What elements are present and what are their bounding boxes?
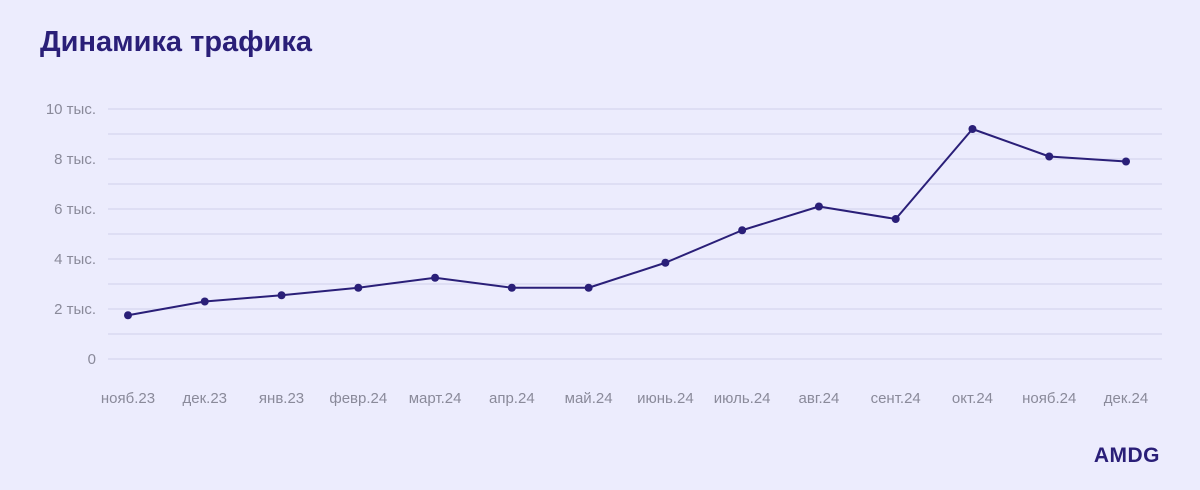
x-tick-label: сент.24 (871, 390, 921, 407)
data-point[interactable] (738, 226, 747, 235)
series-layer (124, 125, 1130, 320)
data-point[interactable] (661, 258, 670, 267)
x-tick-label: июнь.24 (637, 390, 694, 407)
data-point[interactable] (354, 283, 363, 292)
x-tick-label: нояб.24 (1022, 390, 1076, 407)
y-tick-label: 10 тыс. (46, 101, 96, 118)
data-point[interactable] (124, 311, 132, 320)
series-line (127, 128, 1127, 317)
data-point[interactable] (814, 202, 823, 211)
data-point[interactable] (507, 283, 516, 292)
y-axis: 0 2 тыс. 4 тыс. 6 тыс. 8 тыс. 10 тыс. (46, 101, 96, 368)
x-tick-label: июль.24 (714, 390, 771, 407)
x-tick-label: дек.23 (183, 390, 228, 407)
amdg-logo: AMDG (1093, 444, 1160, 467)
y-tick-label: 6 тыс. (54, 201, 96, 218)
data-point[interactable] (1122, 157, 1130, 166)
y-tick-label: 4 тыс. (54, 251, 96, 268)
data-point[interactable] (891, 215, 900, 223)
x-tick-label: май.24 (565, 390, 613, 407)
grid-layer (108, 108, 1162, 360)
x-tick-label: дек.24 (1104, 390, 1149, 407)
data-point[interactable] (1045, 152, 1054, 161)
y-tick-label: 0 (88, 351, 96, 368)
x-tick-label: янв.23 (259, 390, 304, 407)
x-tick-label: апр.24 (489, 390, 535, 407)
x-tick-label: март.24 (409, 390, 462, 407)
x-tick-label: февр.24 (329, 390, 387, 407)
chart-title: Динамика трафика (40, 26, 313, 58)
x-axis: нояб.23 дек.23 янв.23 февр.24 март.24 апр.24 м… (101, 390, 1148, 407)
data-point[interactable] (584, 283, 593, 292)
data-point[interactable] (431, 273, 440, 282)
data-point[interactable] (968, 125, 977, 133)
data-point[interactable] (277, 291, 286, 300)
x-tick-label: окт.24 (952, 390, 993, 407)
x-tick-label: нояб.23 (101, 390, 155, 407)
x-tick-label: авг.24 (799, 390, 840, 407)
y-tick-label: 8 тыс. (54, 151, 96, 168)
y-tick-label: 2 тыс. (54, 301, 96, 318)
data-point[interactable] (200, 297, 209, 306)
